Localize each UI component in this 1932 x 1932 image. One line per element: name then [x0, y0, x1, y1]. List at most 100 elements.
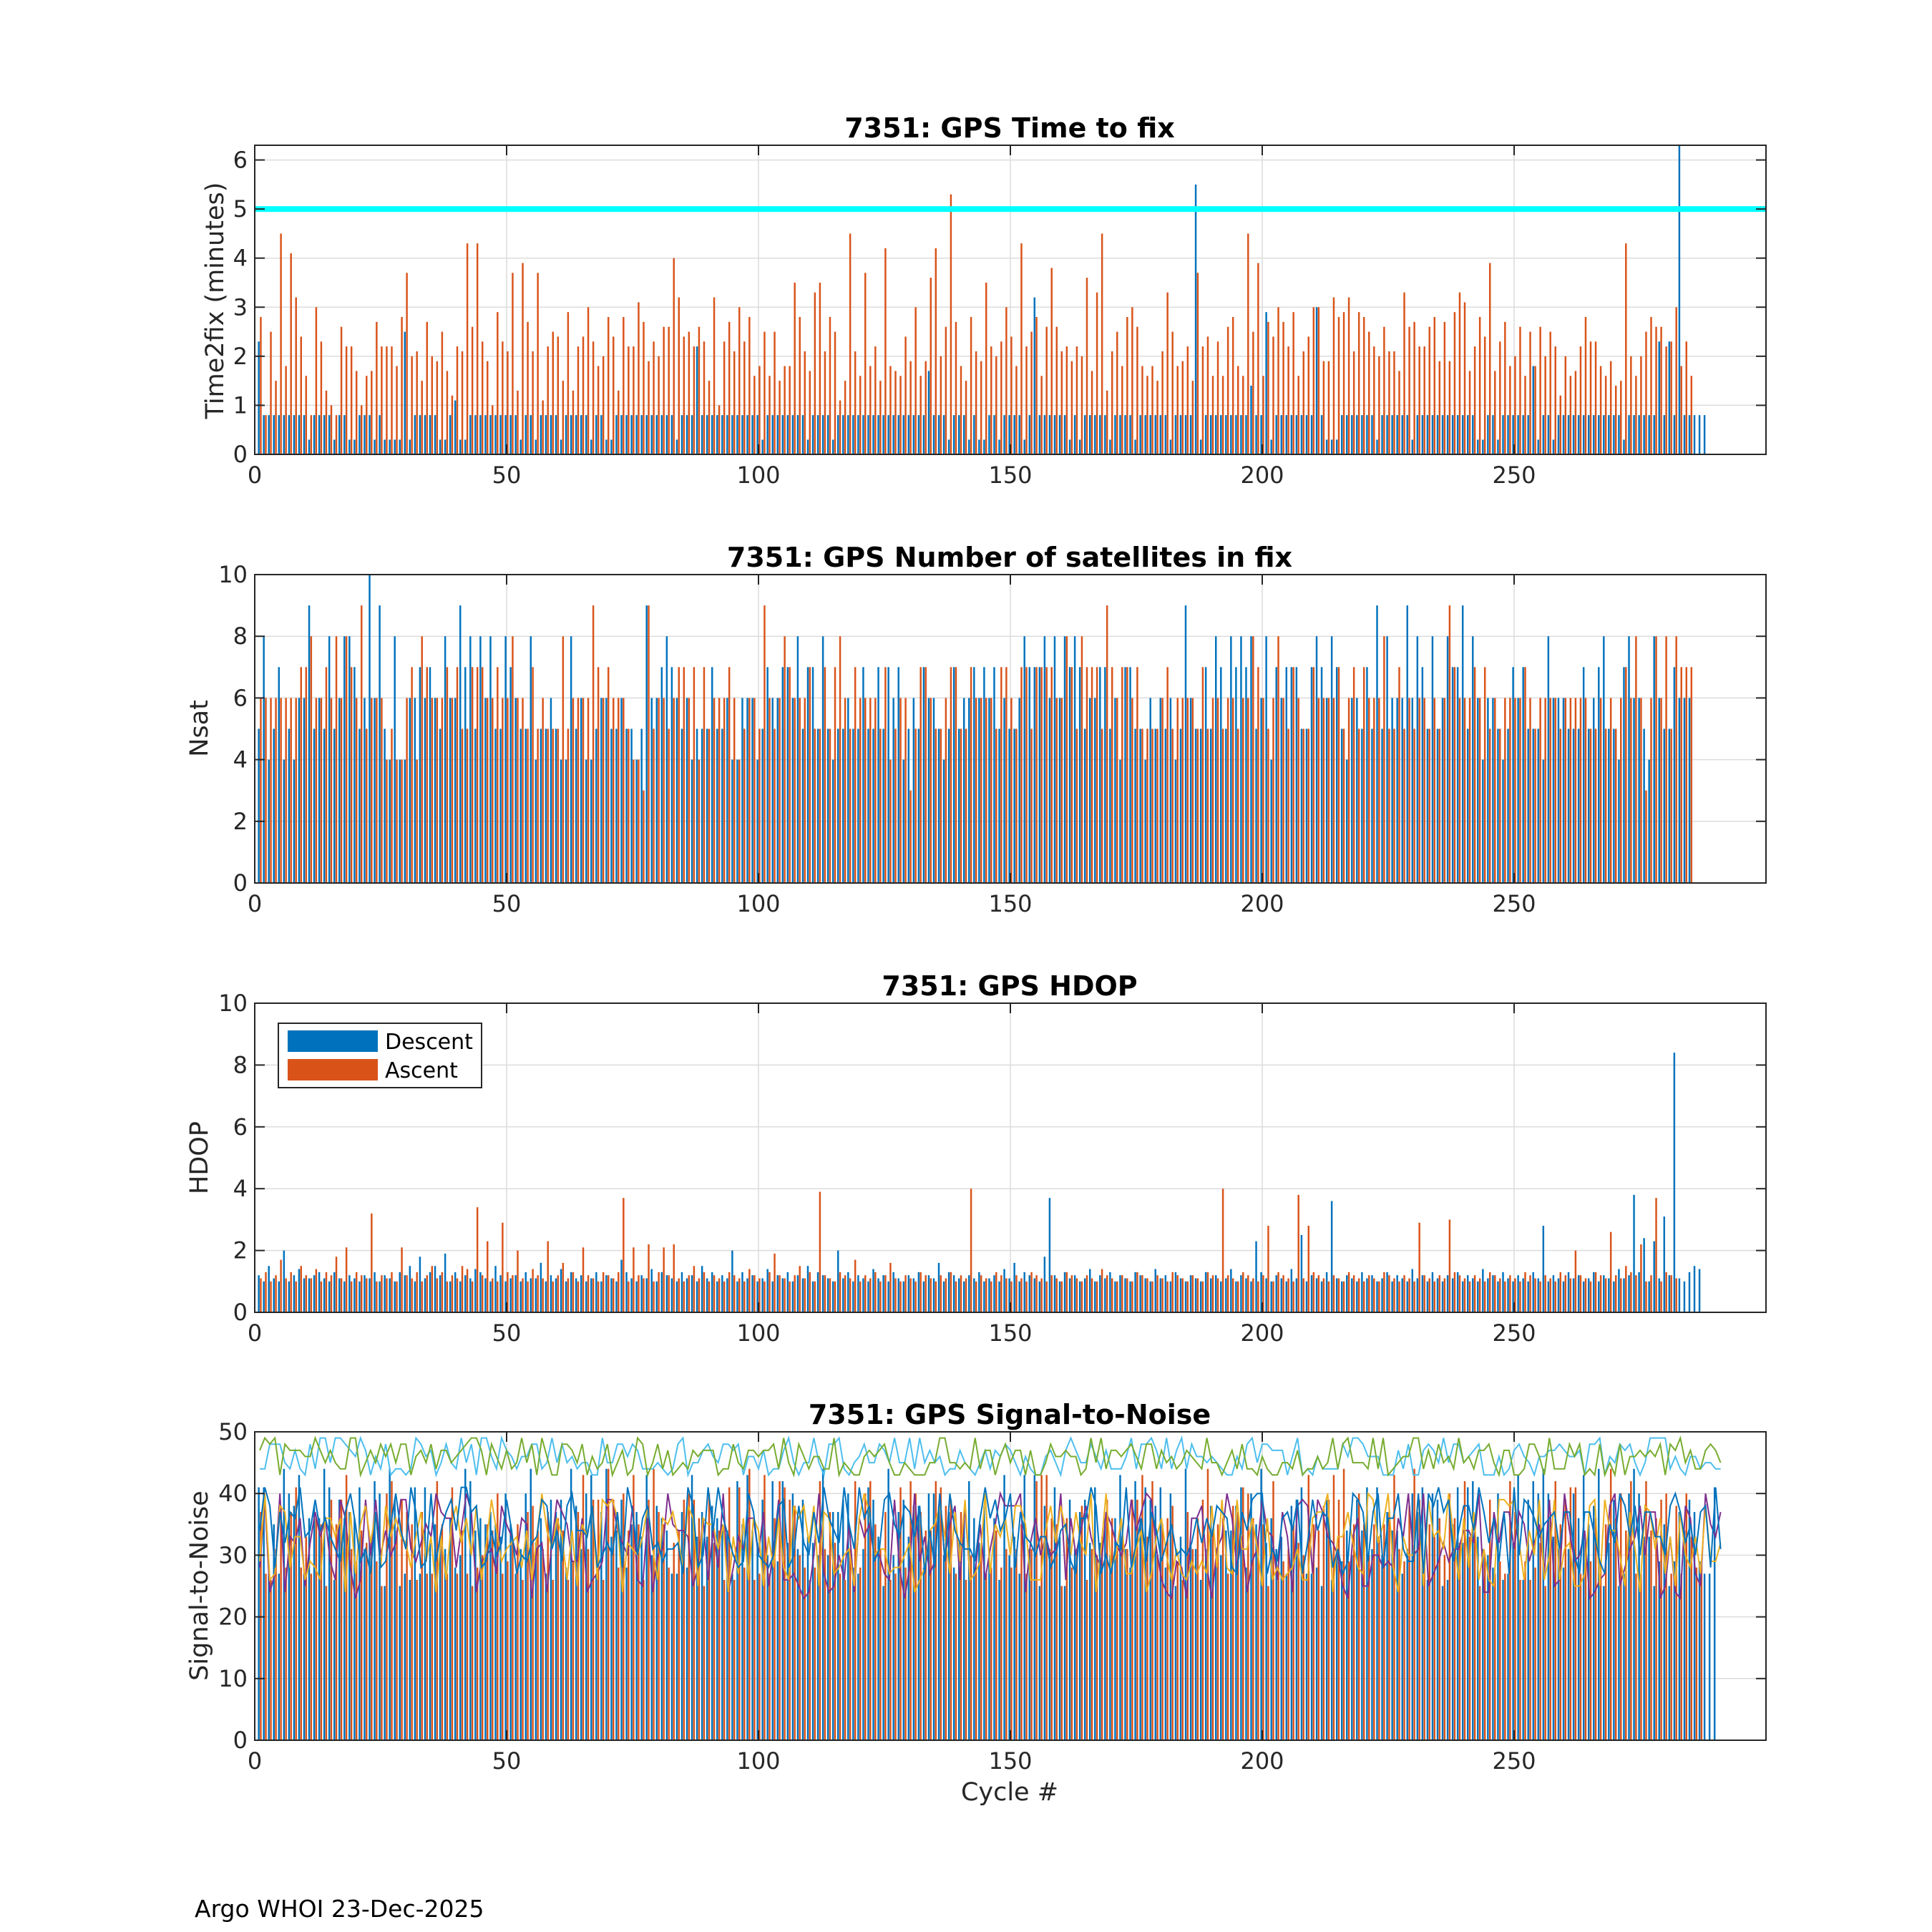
bar-ascent — [1398, 371, 1400, 454]
bar-descent — [811, 1281, 814, 1312]
bar-descent — [535, 439, 537, 454]
bar-ascent — [446, 667, 449, 883]
bar-ascent — [466, 243, 469, 454]
bar-descent — [1477, 698, 1479, 883]
bar-descent — [1033, 1278, 1036, 1312]
bar-ascent — [1539, 326, 1541, 454]
bar-ascent — [1569, 1278, 1572, 1312]
bar-descent — [897, 1278, 899, 1312]
bar-ascent — [406, 273, 408, 454]
bar-ascent — [1504, 698, 1506, 883]
bar-descent — [1341, 1281, 1343, 1312]
bar-descent — [1628, 1493, 1630, 1740]
bar-ascent — [1060, 351, 1063, 454]
bar-descent — [1653, 1586, 1655, 1740]
bar-descent — [530, 415, 532, 454]
bar-descent — [394, 1281, 396, 1312]
bar-ascent — [849, 233, 852, 454]
bar-ascent — [295, 297, 297, 454]
bar-descent — [343, 636, 346, 883]
bar-descent — [1240, 1487, 1242, 1740]
bar-ascent — [1357, 1493, 1360, 1740]
bar-descent — [278, 1281, 280, 1312]
bar-ascent — [537, 1530, 539, 1740]
bar-ascent — [653, 1281, 655, 1312]
bar-descent — [882, 1275, 884, 1312]
bar-descent — [655, 1281, 658, 1312]
bar-descent — [1547, 1493, 1550, 1740]
bar-descent — [1643, 1536, 1645, 1740]
bar-ascent — [507, 351, 509, 454]
bar-ascent — [1080, 356, 1083, 454]
snr-line — [259, 1491, 1722, 1601]
bar-descent — [1467, 1275, 1469, 1312]
bar-descent — [1517, 1275, 1519, 1312]
bar-ascent — [940, 356, 942, 454]
bar-descent — [545, 728, 547, 883]
bar-descent — [1018, 1574, 1020, 1740]
bar-ascent — [753, 1579, 756, 1740]
bar-ascent — [1373, 1524, 1375, 1740]
bar-descent — [1013, 1262, 1015, 1312]
bar-ascent — [1080, 1506, 1083, 1740]
bar-descent — [741, 1272, 743, 1312]
bar-descent — [801, 1499, 804, 1740]
bar-ascent — [1499, 1278, 1501, 1312]
bar-ascent — [527, 1281, 529, 1312]
bar-ascent — [366, 376, 368, 454]
bar-ascent — [1433, 698, 1435, 883]
bar-ascent — [758, 1278, 761, 1312]
bar-descent — [706, 728, 708, 883]
bar-descent — [1608, 728, 1610, 883]
bar-ascent — [864, 1493, 867, 1740]
bar-ascent — [1121, 366, 1123, 454]
bar-ascent — [1247, 1493, 1249, 1740]
bar-ascent — [1146, 1278, 1148, 1312]
x-tick-label: 0 — [248, 1319, 262, 1347]
bar-ascent — [1065, 636, 1068, 883]
bar-descent — [1492, 698, 1494, 883]
bar-ascent — [1085, 1275, 1088, 1312]
bar-ascent — [537, 273, 539, 454]
bar-ascent — [1141, 1475, 1143, 1740]
bar-descent — [525, 1493, 527, 1740]
bar-ascent — [1670, 341, 1672, 454]
bar-descent — [1215, 636, 1217, 883]
bar-descent — [1089, 698, 1091, 883]
bar-ascent — [909, 1278, 912, 1312]
x-tick-label: 100 — [736, 890, 780, 917]
bar-descent — [1144, 1487, 1146, 1740]
bar-descent — [504, 636, 507, 883]
bar-ascent — [889, 1579, 892, 1740]
bar-ascent — [532, 667, 534, 883]
bar-ascent — [678, 1530, 680, 1740]
bar-ascent — [613, 336, 615, 454]
bar-descent — [338, 415, 341, 454]
y-tick-label: 1 — [233, 391, 248, 419]
bar-ascent — [794, 283, 796, 454]
bar-descent — [308, 439, 311, 454]
bar-ascent — [789, 1499, 791, 1740]
bar-ascent — [844, 381, 847, 454]
bar-descent — [1628, 415, 1630, 454]
bar-descent — [1179, 415, 1182, 454]
bar-descent — [1129, 667, 1131, 883]
bar-ascent — [1342, 1468, 1345, 1740]
bar-ascent — [1544, 1275, 1546, 1312]
bar-ascent — [1589, 728, 1592, 883]
bar-descent — [751, 698, 753, 883]
bar-ascent — [547, 1241, 549, 1312]
bar-descent — [686, 415, 688, 454]
bar-descent — [1068, 1278, 1071, 1312]
bar-ascent — [1297, 1543, 1299, 1740]
bar-ascent — [1287, 1278, 1289, 1312]
bar-ascent — [683, 1281, 686, 1312]
bar-ascent — [1599, 698, 1602, 883]
bar-descent — [721, 1524, 723, 1740]
bar-descent — [1391, 415, 1393, 454]
bar-descent — [952, 1567, 955, 1740]
bar-ascent — [708, 1281, 711, 1312]
bar-ascent — [1534, 728, 1536, 883]
bar-ascent — [497, 1281, 499, 1312]
